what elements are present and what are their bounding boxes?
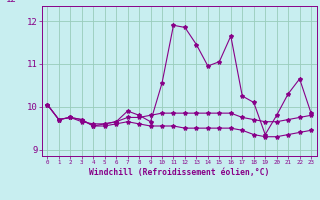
X-axis label: Windchill (Refroidissement éolien,°C): Windchill (Refroidissement éolien,°C) bbox=[89, 168, 269, 177]
Text: 12: 12 bbox=[6, 0, 17, 4]
